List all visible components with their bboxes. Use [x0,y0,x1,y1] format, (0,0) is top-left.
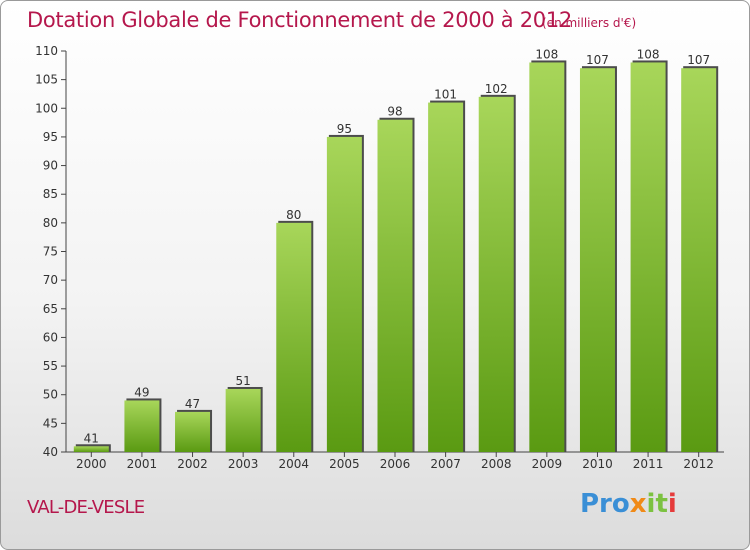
y-tick-label: 40 [43,445,58,459]
bar-2004 [276,222,312,452]
bar-value-label: 101 [434,88,457,102]
chart-subtitle: (en milliers d'€) [542,16,637,30]
chart-axes: 40 45 50 55 60 65 70 75 80 85 90 95 100 105 110 2000 200… [35,44,724,471]
bar-2001 [124,400,160,452]
bar-2005 [326,136,362,452]
x-tick-label: 2011 [633,457,664,471]
bar-value-label: 80 [286,208,301,222]
bar-2006 [377,119,413,452]
y-tick-label: 60 [43,330,58,344]
bar-value-label: 108 [535,47,558,61]
bar-value-label: 102 [485,82,508,96]
bar-value-label: 98 [387,105,402,119]
chart-title: Dotation Globale de Fonctionnement de 20… [27,8,572,32]
x-tick-label: 2006 [380,457,411,471]
bar-value-label: 51 [236,374,251,388]
bar-value-label: 41 [84,431,99,445]
y-tick-label: 70 [43,273,58,287]
x-tick-label: 2010 [582,457,613,471]
logo-part-1: Pro [580,489,630,519]
bar-2011 [630,62,666,452]
bar-2000 [73,446,109,452]
x-tick-label: 2009 [532,457,563,471]
x-tick-label: 2008 [481,457,512,471]
y-tick-label: 50 [43,388,58,402]
bar-value-label: 47 [185,397,200,411]
bar-2002 [175,411,211,452]
y-tick-label: 80 [43,216,58,230]
bar-2012 [681,68,717,452]
y-tick-label: 100 [35,101,58,115]
y-tick-label: 65 [43,302,58,316]
x-tick-label: 2001 [127,457,158,471]
bar-2008 [478,96,514,452]
logo-part-3: it [646,489,668,519]
x-tick-label: 2005 [329,457,360,471]
commune-name: VAL-DE-VESLE [27,497,145,518]
y-tick-label: 55 [43,359,58,373]
chart-labels: 41 49 47 51 80 95 98 101 102 108 107 108 107 [84,47,710,445]
y-tick-label: 90 [43,159,58,173]
bar-value-label: 107 [687,53,710,67]
y-tick-label: 45 [43,416,58,430]
bar-value-label: 49 [134,385,149,399]
x-tick-label: 2000 [76,457,107,471]
proxiti-logo[interactable]: Proxiti [580,489,677,519]
bar-value-label: 107 [586,53,609,67]
bar-2009 [529,62,565,452]
x-tick-label: 2012 [683,457,714,471]
x-tick-label: 2003 [228,457,259,471]
bar-2007 [428,102,464,453]
bar-2010 [579,68,615,452]
logo-part-2: x [629,489,647,519]
chart-bars [73,60,719,453]
y-tick-label: 75 [43,245,58,259]
y-tick-label: 95 [43,130,58,144]
y-tick-label: 85 [43,187,58,201]
bar-2003 [225,388,261,452]
bar-value-label: 95 [337,122,352,136]
x-tick-label: 2004 [278,457,309,471]
x-tick-label: 2002 [177,457,208,471]
bar-value-label: 108 [637,47,660,61]
logo-part-4: i [667,489,677,519]
y-tick-label: 105 [35,73,58,87]
x-tick-label: 2007 [430,457,461,471]
y-tick-label: 110 [35,44,58,58]
